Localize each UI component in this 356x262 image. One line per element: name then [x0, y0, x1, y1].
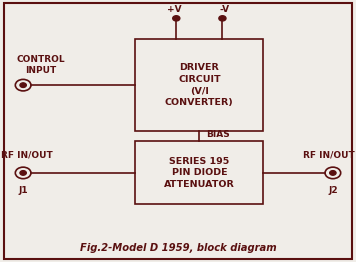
Text: BIAS: BIAS — [206, 130, 230, 139]
Circle shape — [173, 16, 180, 21]
Text: +V: +V — [167, 6, 182, 14]
Circle shape — [20, 171, 26, 175]
Text: J1: J1 — [18, 186, 28, 195]
Circle shape — [15, 79, 31, 91]
Text: Fig.2-Model D 1959, block diagram: Fig.2-Model D 1959, block diagram — [80, 243, 276, 253]
Circle shape — [330, 171, 336, 175]
Text: SERIES 195
PIN DIODE
ATTENUATOR: SERIES 195 PIN DIODE ATTENUATOR — [164, 157, 235, 189]
Circle shape — [219, 16, 226, 21]
Bar — [135, 141, 263, 204]
Text: CONTROL
INPUT: CONTROL INPUT — [17, 54, 65, 75]
Text: DRIVER
CIRCUIT
(V/I
CONVERTER): DRIVER CIRCUIT (V/I CONVERTER) — [165, 63, 234, 107]
Text: RF IN/OUT: RF IN/OUT — [303, 151, 355, 160]
Circle shape — [20, 83, 26, 88]
Text: -V: -V — [219, 6, 229, 14]
Circle shape — [325, 167, 341, 179]
Bar — [135, 39, 263, 131]
Circle shape — [15, 167, 31, 179]
Text: RF IN/OUT: RF IN/OUT — [1, 151, 53, 160]
Text: J2: J2 — [328, 186, 338, 195]
